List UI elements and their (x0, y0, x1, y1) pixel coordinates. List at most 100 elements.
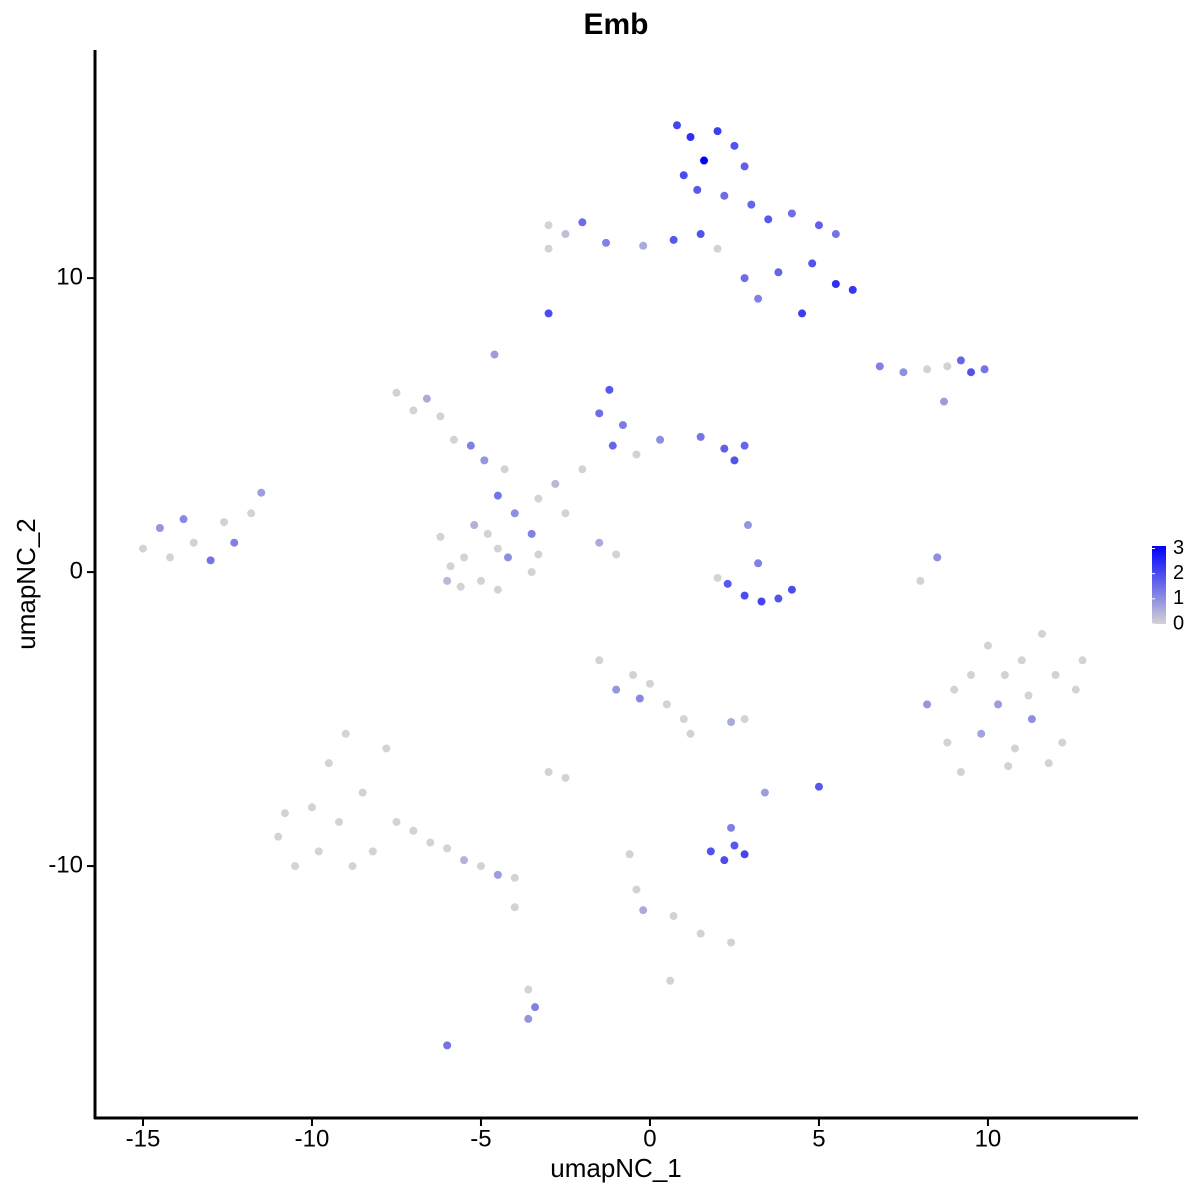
cell-point (916, 576, 925, 585)
cell-point (460, 856, 469, 865)
x-tick-label: -5 (470, 1125, 491, 1152)
cell-point (760, 788, 769, 797)
x-tick-label: 0 (643, 1125, 656, 1152)
cell-point (727, 718, 736, 727)
cell-point (696, 432, 705, 441)
cell-point (510, 903, 519, 912)
cell-point (510, 873, 519, 882)
cell-point (368, 847, 377, 856)
cell-point (723, 579, 732, 588)
cell-point (470, 521, 479, 530)
cell-point (706, 847, 715, 856)
cell-point (713, 244, 722, 253)
cell-point (443, 576, 452, 585)
x-tick-label: 10 (975, 1125, 1002, 1152)
cell-point (612, 550, 621, 559)
cell-point (466, 441, 475, 450)
cell-point (1058, 738, 1067, 747)
cell-point (324, 759, 333, 768)
cell-point (155, 523, 164, 532)
cell-point (798, 309, 807, 318)
cell-point (524, 1014, 533, 1023)
cell-point (409, 826, 418, 835)
cell-point (730, 456, 739, 465)
cell-point (1044, 759, 1053, 768)
cell-point (618, 421, 627, 430)
cell-point (460, 553, 469, 562)
cell-point (754, 559, 763, 568)
colorbar (1152, 546, 1166, 624)
cell-point (608, 441, 617, 450)
cell-point (686, 133, 695, 142)
cell-point (544, 244, 553, 253)
cell-point (1038, 629, 1047, 638)
cell-point (679, 715, 688, 724)
cell-point (956, 767, 965, 776)
cell-point (358, 788, 367, 797)
cell-point (578, 465, 587, 474)
y-tick-label: 10 (56, 263, 83, 290)
cell-point (625, 850, 634, 859)
cell-point (595, 656, 604, 665)
cell-point (1078, 656, 1087, 665)
cell-point (392, 817, 401, 826)
cell-point (727, 823, 736, 832)
cell-point (544, 309, 553, 318)
cell-point (436, 532, 445, 541)
cell-point (639, 241, 648, 250)
cell-point (314, 847, 323, 856)
colorbar-tick-label: 1 (1173, 587, 1184, 609)
cell-point (740, 715, 749, 724)
cell-point (848, 285, 857, 294)
y-tick-label: 0 (70, 557, 83, 584)
cell-point (696, 929, 705, 938)
cell-point (635, 694, 644, 703)
cell-point (456, 582, 465, 591)
cell-point (740, 591, 749, 600)
x-tick-label: -15 (126, 1125, 161, 1152)
cell-point (612, 685, 621, 694)
cell-point (409, 406, 418, 415)
cell-point (179, 515, 188, 524)
cell-point (480, 456, 489, 465)
colorbar-tick-label: 2 (1173, 562, 1184, 584)
cell-point (335, 817, 344, 826)
cell-point (493, 585, 502, 594)
cell-point (629, 670, 638, 679)
cell-point (923, 700, 932, 709)
cell-point (1004, 762, 1013, 771)
cell-point (899, 368, 908, 377)
cell-point (341, 729, 350, 738)
cell-point (645, 679, 654, 688)
points (138, 121, 1087, 1050)
cell-point (561, 773, 570, 782)
cell-point (774, 268, 783, 277)
cell-point (994, 700, 1003, 709)
cell-point (189, 538, 198, 547)
cell-point (504, 553, 513, 562)
cell-point (923, 365, 932, 374)
cell-point (639, 906, 648, 915)
cell-point (740, 441, 749, 450)
colorbar-tick-label: 0 (1173, 612, 1184, 634)
cell-point (483, 529, 492, 538)
cell-point (449, 435, 458, 444)
cell-point (422, 394, 431, 403)
cell-point (730, 141, 739, 150)
x-tick-label: 5 (812, 1125, 825, 1152)
cell-point (940, 397, 949, 406)
cell-point (531, 1003, 540, 1012)
cell-point (274, 832, 283, 841)
cell-point (875, 362, 884, 371)
cell-point (493, 544, 502, 553)
cell-point (727, 938, 736, 947)
cell-point (787, 209, 796, 218)
cell-point (700, 156, 709, 165)
cell-point (426, 838, 435, 847)
cell-point (602, 238, 611, 247)
colorbar-tick-label: 3 (1173, 537, 1184, 559)
y-axis-label: umapNC_2 (11, 518, 41, 650)
cell-point (740, 162, 749, 171)
cell-point (544, 767, 553, 776)
cell-point (524, 985, 533, 994)
